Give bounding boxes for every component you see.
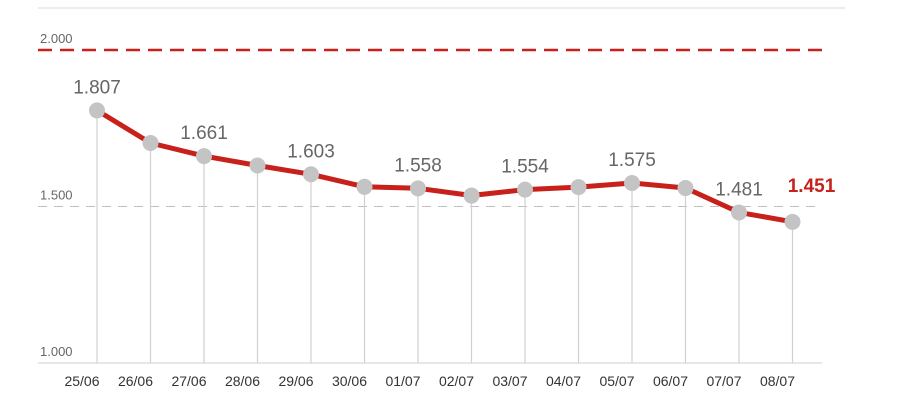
x-tick-label: 28/06 xyxy=(225,373,260,389)
data-point xyxy=(410,180,426,197)
data-labels: 1.807 1.661 1.603 1.558 1.554 1.575 1.481 1.451 xyxy=(73,77,835,200)
grid xyxy=(38,48,822,364)
data-point xyxy=(196,148,212,165)
drop-lines xyxy=(96,110,794,363)
x-tick-label: 02/07 xyxy=(439,373,474,389)
data-point xyxy=(677,180,694,197)
data-point xyxy=(89,102,105,119)
data-point xyxy=(624,175,640,192)
x-tick-label: 29/06 xyxy=(278,373,313,389)
x-tick-label: 04/07 xyxy=(546,373,581,389)
data-point xyxy=(142,134,159,151)
x-tick-label: 01/07 xyxy=(385,373,420,389)
data-label: 1.603 xyxy=(287,141,335,162)
x-tick-label: 27/06 xyxy=(171,373,206,389)
x-tick-label: 25/06 xyxy=(64,373,99,389)
data-label: 1.451 xyxy=(788,176,836,197)
x-tick-label: 03/07 xyxy=(492,373,527,389)
data-label: 1.575 xyxy=(608,150,656,171)
data-label: 1.661 xyxy=(180,123,228,144)
x-tick-label: 05/07 xyxy=(599,373,634,389)
data-point xyxy=(303,166,319,183)
x-axis: 25/06 26/06 27/06 28/06 29/06 30/06 01/07 02/07… xyxy=(64,373,795,389)
series-path xyxy=(94,107,795,225)
x-tick-label: 08/07 xyxy=(760,373,795,389)
data-point xyxy=(463,187,480,204)
y-axis: 2.000 1.500 1.000 xyxy=(40,31,73,359)
y-tick-label: 1.000 xyxy=(40,344,73,359)
data-point xyxy=(249,157,266,174)
x-tick-label: 06/07 xyxy=(653,373,688,389)
x-tick-label: 07/07 xyxy=(706,373,741,389)
data-point xyxy=(570,179,587,196)
data-point xyxy=(517,181,533,198)
data-label: 1.558 xyxy=(394,155,442,176)
data-point xyxy=(784,213,801,230)
data-point xyxy=(356,178,373,195)
data-points xyxy=(89,102,801,230)
data-point xyxy=(731,204,747,221)
data-label: 1.481 xyxy=(715,179,763,200)
x-tick-label: 26/06 xyxy=(118,373,153,389)
data-label: 1.554 xyxy=(501,157,549,178)
y-tick-label: 1.500 xyxy=(40,188,73,203)
y-tick-label: 2.000 xyxy=(40,31,73,46)
series-line xyxy=(94,107,795,225)
x-tick-label: 30/06 xyxy=(332,373,367,389)
data-label: 1.807 xyxy=(73,77,121,98)
